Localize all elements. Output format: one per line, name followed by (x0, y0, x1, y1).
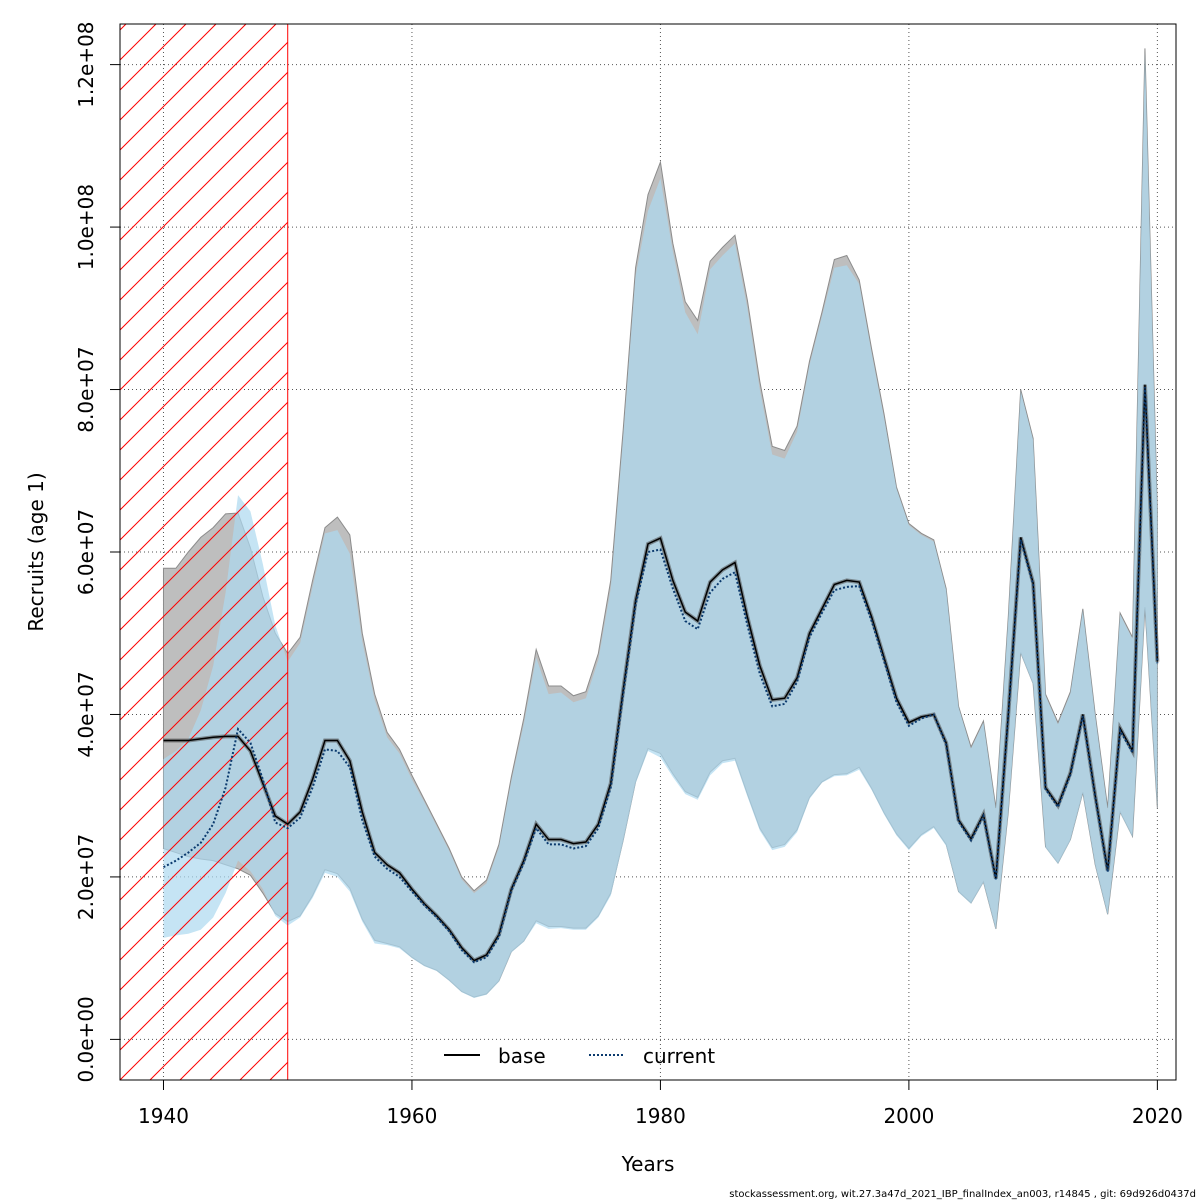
confidence-bands (162, 48, 1158, 998)
line-current (163, 387, 1159, 964)
x-tick-label: 1980 (635, 1104, 686, 1128)
footer-credit: stockassessment.org, wit.27.3a47d_2021_I… (729, 1189, 1196, 1200)
x-tick-label: 1940 (138, 1104, 189, 1128)
y-tick-label: 2.0e+07 (74, 834, 98, 920)
legend: base current (444, 1044, 715, 1068)
hatched-region (119, 23, 289, 1081)
x-axis: 1940 1960 1980 2000 2020 (138, 1079, 1183, 1128)
y-tick-label: 0.0e+00 (74, 996, 98, 1082)
x-axis-title: Years (621, 1152, 675, 1176)
y-tick-label: 6.0e+07 (74, 509, 98, 595)
y-tick-label: 1.0e+08 (74, 184, 98, 270)
x-tick-label: 2000 (883, 1104, 934, 1128)
x-tick-label: 1960 (386, 1104, 437, 1128)
hatched-rect (119, 23, 289, 1081)
legend-current-label: current (643, 1044, 715, 1068)
legend-base-label: base (498, 1044, 546, 1068)
y-axis-title: Recruits (age 1) (24, 472, 48, 631)
y-axis: 0.0e+00 2.0e+07 4.0e+07 6.0e+07 8.0e+07 1.0e+… (74, 21, 121, 1083)
series-lines (163, 384, 1160, 964)
line-base (163, 384, 1159, 962)
y-tick-label: 1.2e+08 (74, 21, 98, 107)
x-tick-label: 2020 (1132, 1104, 1183, 1128)
band-current (163, 52, 1158, 998)
y-tick-label: 4.0e+07 (74, 671, 98, 757)
y-tick-label: 8.0e+07 (74, 346, 98, 432)
